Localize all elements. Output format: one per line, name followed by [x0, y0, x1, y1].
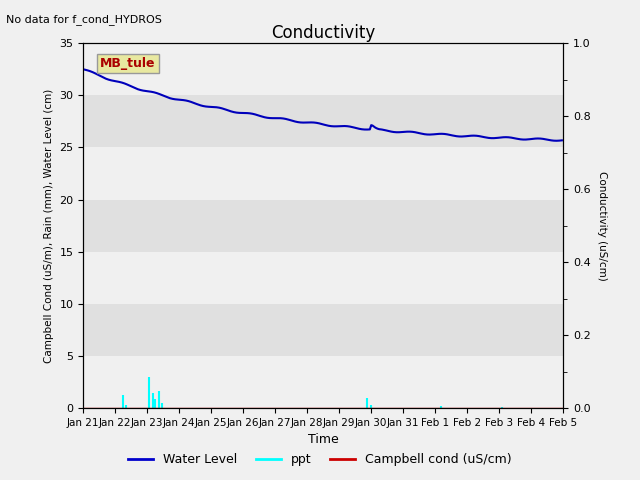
- Bar: [83, 96, 563, 147]
- Text: MB_tule: MB_tule: [100, 57, 156, 70]
- Bar: [83, 356, 563, 408]
- Bar: [83, 252, 563, 304]
- Y-axis label: Campbell Cond (uS/m), Rain (mm), Water Level (cm): Campbell Cond (uS/m), Rain (mm), Water L…: [44, 88, 54, 363]
- X-axis label: Time: Time: [308, 433, 339, 446]
- Bar: [83, 43, 563, 96]
- Legend: Water Level, ppt, Campbell cond (uS/cm): Water Level, ppt, Campbell cond (uS/cm): [123, 448, 517, 471]
- Bar: [83, 304, 563, 356]
- Bar: [83, 147, 563, 200]
- Text: No data for f_cond_HYDROS: No data for f_cond_HYDROS: [6, 14, 163, 25]
- Y-axis label: Conductivity (uS/cm): Conductivity (uS/cm): [597, 171, 607, 280]
- Bar: [83, 200, 563, 252]
- Title: Conductivity: Conductivity: [271, 24, 375, 42]
